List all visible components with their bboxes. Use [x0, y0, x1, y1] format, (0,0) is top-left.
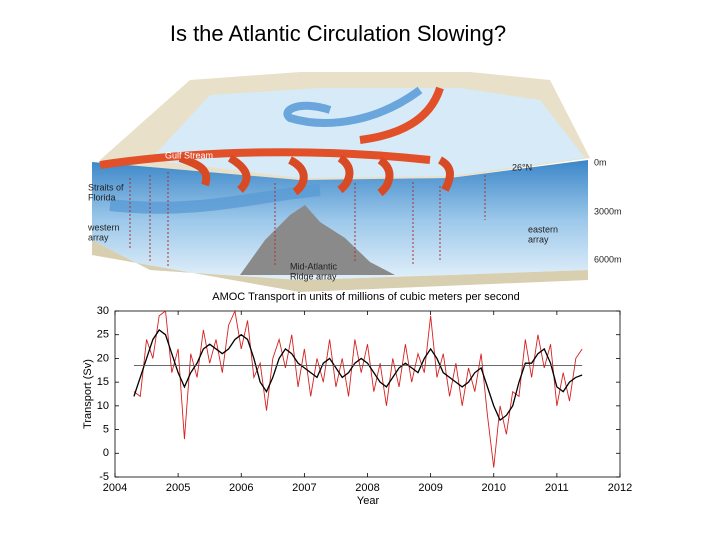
y-tick-label: 10 [97, 400, 109, 412]
diagram-label: 26°N [512, 162, 532, 172]
diagram-label: Ridge array [290, 271, 337, 281]
ocean-section [92, 160, 588, 280]
y-axis-label: Transport (Sv) [82, 359, 94, 429]
overturning-arrows [178, 154, 454, 197]
diagram-label: Florida [88, 192, 116, 202]
x-tick-label: 2009 [418, 482, 442, 494]
plot-frame [114, 310, 621, 478]
series-line [133, 309, 583, 468]
chart-title: AMOC Transport in units of millions of c… [212, 291, 520, 303]
x-tick-label: 2006 [229, 482, 253, 494]
diagram-label: Mid-Atlantic [290, 261, 338, 271]
diagram: Gulf Stream 26°N 0m 3000m 6000m Straits … [87, 72, 622, 292]
x-tick-label: 2010 [482, 482, 506, 494]
moorings [129, 172, 486, 268]
blue-current [283, 86, 423, 127]
slide-title: Is the Atlantic Circulation Slowing? [170, 21, 506, 46]
y-tick-label: 15 [97, 376, 109, 388]
diagram-label: Straits of [88, 182, 124, 192]
diagram-label: 6000m [594, 254, 622, 264]
diagram-label: eastern [528, 224, 558, 234]
seafloor [92, 240, 588, 292]
diagram-label: western [87, 222, 120, 232]
x-tick-label: 2005 [166, 482, 190, 494]
diagram-label: 0m [594, 157, 607, 167]
x-tick-label: 2007 [292, 482, 316, 494]
chart: -5 0 5 10 15 20 25 30 2004 2005 2006 2007 2008 2009 20… [97, 305, 632, 494]
diagram-label: Gulf Stream [165, 150, 213, 160]
y-tick-label: 20 [97, 352, 109, 364]
ridge [240, 205, 395, 275]
series-line [133, 329, 583, 422]
x-tick-label: 2004 [103, 482, 127, 494]
y-tick-label: 25 [97, 329, 109, 341]
x-tick-label: 2011 [545, 482, 569, 494]
diagram-label: array [88, 232, 109, 242]
x-tick-label: 2008 [355, 482, 379, 494]
diagram-label: 3000m [594, 206, 622, 216]
y-tick-label: -5 [99, 471, 109, 483]
x-tick-label: 2012 [608, 482, 632, 494]
diagram-label: array [528, 234, 549, 244]
gulf-stream [99, 86, 444, 169]
x-axis-label: Year [357, 495, 380, 507]
y-tick-label: 0 [103, 447, 109, 459]
y-tick-label: 30 [97, 305, 109, 317]
y-tick-label: 5 [103, 423, 109, 435]
